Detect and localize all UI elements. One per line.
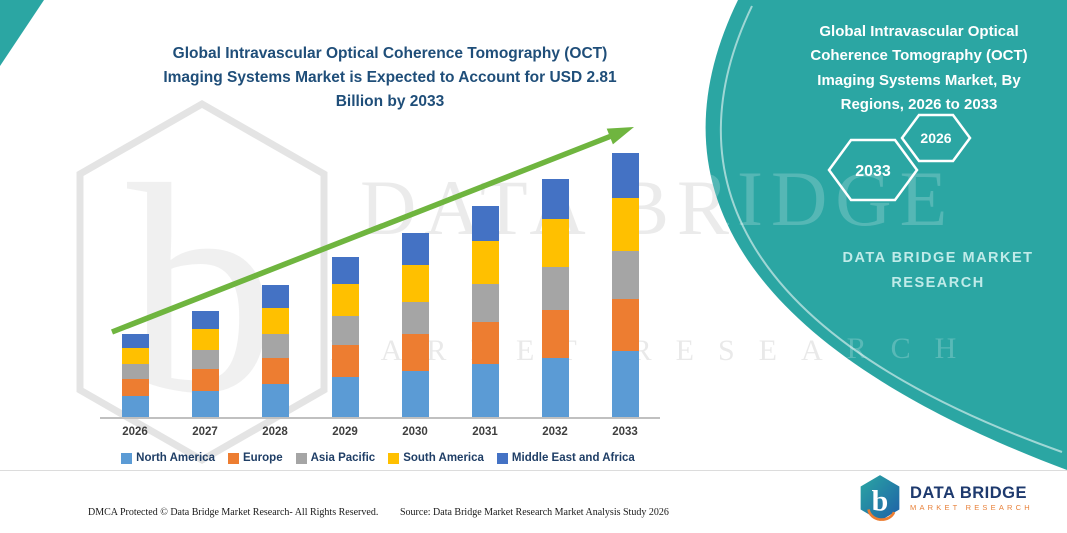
main-title: Global Intravascular Optical Coherence T… (128, 42, 652, 114)
corner-triangle (0, 0, 44, 66)
bar-stack-2033 (611, 153, 639, 417)
watermark-subtitle-on-panel: MARKET RESEARCH (330, 332, 980, 365)
main-title-line: Global Intravascular Optical Coherence T… (172, 45, 608, 62)
bar-segment (401, 371, 429, 417)
bar-segment (611, 298, 639, 352)
legend-swatch (496, 452, 508, 464)
bar-segment (331, 344, 359, 377)
hexagon-2026 (900, 113, 972, 163)
x-axis-label: 2033 (612, 426, 638, 438)
bar-segment (401, 334, 429, 371)
footer-dmca: DMCA Protected © Data Bridge Market Rese… (88, 507, 379, 518)
main-title-line: Billion by 2033 (335, 93, 445, 111)
bar-segment (471, 364, 499, 417)
legend-item: South America (388, 452, 484, 464)
year-hexagons: 2033 2026 (827, 113, 972, 202)
panel-title-line: Coherence Tomography (OCT) (810, 47, 1028, 65)
watermark-title-on-panel: DATA BRIDGE (360, 155, 955, 242)
brand-logo: b DATA BRIDGE MARKET RESEARCH (858, 474, 1033, 522)
hexagon-2026-label: 2026 (920, 130, 951, 146)
x-axis-label: 2031 (472, 426, 498, 438)
bar-segment (611, 250, 639, 299)
panel-accent-curve (719, 5, 1063, 453)
bar-segment (611, 198, 639, 251)
hexagon-2033-label: 2033 (855, 163, 891, 180)
logo-letter: b (872, 484, 889, 517)
x-axis-label: 2032 (542, 426, 568, 438)
footer-source: Source: Data Bridge Market Research Mark… (400, 507, 669, 518)
panel-title-line: Regions, 2026 to 2033 (840, 95, 998, 113)
panel-brand-text: DATA BRIDGE MARKET RESEARCH (842, 250, 1034, 291)
main-title-line: Imaging Systems Market is Expected to Ac… (163, 69, 617, 87)
hexagon-2033 (827, 138, 919, 202)
legend-item: Middle East and Africa (496, 452, 635, 464)
bar-segment (611, 351, 639, 417)
footer-separator (0, 470, 1067, 471)
panel-shape (705, 0, 1067, 470)
logo-subtitle: MARKET RESEARCH (910, 503, 1033, 512)
bar-segment (331, 376, 359, 417)
bar-segment (611, 153, 639, 199)
x-axis-label: 2030 (402, 426, 428, 438)
bar-segment (541, 357, 569, 417)
logo-name: DATA BRIDGE (910, 483, 1028, 502)
panel-title-line: Global Intravascular Optical (819, 23, 1019, 40)
panel-title: Global Intravascular Optical Coherence T… (778, 20, 1060, 117)
logo-monogram-icon: b (860, 475, 900, 521)
logo-text: DATA BRIDGE MARKET RESEARCH (910, 483, 1033, 512)
panel-title-line: Imaging Systems Market, By (817, 71, 1021, 89)
legend-label: South America (403, 452, 484, 464)
x-axis-label: 2029 (332, 426, 358, 438)
legend-swatch (388, 452, 400, 464)
legend-label: Middle East and Africa (511, 452, 635, 464)
